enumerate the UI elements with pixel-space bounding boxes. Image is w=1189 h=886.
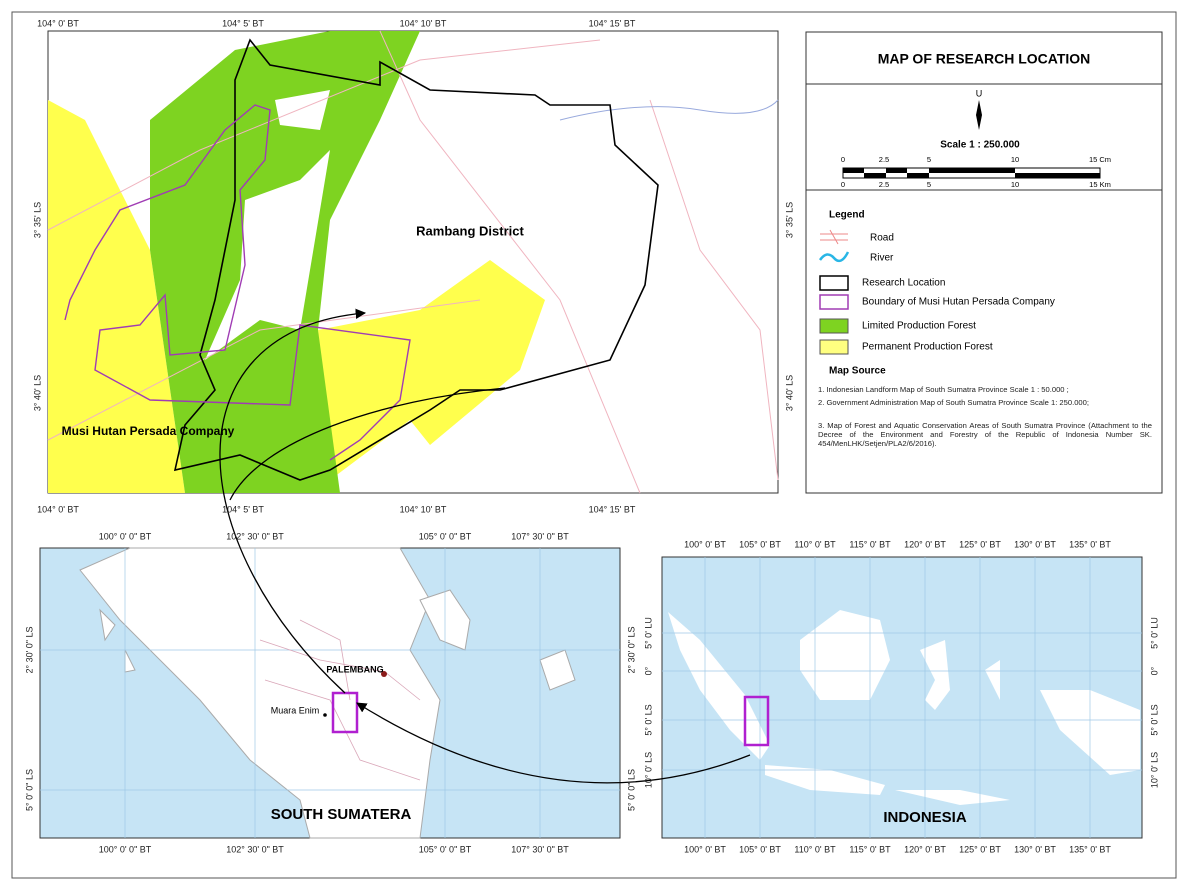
sheet-border xyxy=(11,11,1177,879)
scale-cm-label: 0 xyxy=(841,155,845,164)
source-item: 1. Indonesian Landform Map of South Suma… xyxy=(818,385,1069,394)
inset-title: SOUTH SUMATERA xyxy=(271,806,412,823)
x-tick-label: 125° 0' BT xyxy=(959,844,1001,854)
x-tick-label: 102° 30' 0" BT xyxy=(226,531,284,541)
y-tick-label: 0° xyxy=(643,666,653,675)
source-heading: Map Source xyxy=(829,366,886,377)
x-tick-label: 102° 30' 0" BT xyxy=(226,844,284,854)
x-tick-label: 105° 0' BT xyxy=(739,539,781,549)
scale-cm-label: 15 Cm xyxy=(1089,155,1111,164)
legend-item: Boundary of Musi Hutan Persada Company xyxy=(862,297,1055,308)
x-tick-label: 135° 0' BT xyxy=(1069,844,1111,854)
x-tick-label: 105° 0' 0" BT xyxy=(419,844,472,854)
y-tick-label: 3° 35' LS xyxy=(784,202,794,238)
x-tick-label: 130° 0' BT xyxy=(1014,844,1056,854)
legend-title: MAP OF RESEARCH LOCATION xyxy=(878,51,1091,67)
legend-item: Road xyxy=(870,233,894,244)
x-tick-label: 104° 0' BT xyxy=(37,18,79,28)
x-tick-label: 115° 0' BT xyxy=(849,844,891,854)
y-tick-label: 5° 0' LU xyxy=(1149,617,1159,649)
legend-item: Research Location xyxy=(862,278,945,289)
y-tick-label: 5° 0' LS xyxy=(1149,704,1159,735)
x-tick-label: 100° 0' 0" BT xyxy=(99,531,152,541)
x-tick-label: 104° 5' BT xyxy=(222,504,264,514)
y-tick-label: 3° 40' LS xyxy=(784,375,794,411)
legend-swatches xyxy=(818,229,850,355)
x-tick-label: 107° 30' 0" BT xyxy=(511,531,569,541)
x-tick-label: 104° 0' BT xyxy=(37,504,79,514)
x-tick-label: 110° 0' BT xyxy=(794,844,836,854)
y-tick-label: 3° 40' LS xyxy=(32,375,42,411)
place-label: Musi Hutan Persada Company xyxy=(62,424,235,438)
y-tick-label: 5° 0' 0" LS xyxy=(626,769,636,811)
source-item: 2. Government Administration Map of Sout… xyxy=(818,398,1089,407)
legend-item: Limited Production Forest xyxy=(862,321,976,332)
scale-km-label: 5 xyxy=(927,180,931,189)
y-tick-label: 2° 30' 0" LS xyxy=(626,626,636,673)
x-tick-label: 120° 0' BT xyxy=(904,844,946,854)
legend-panel: MAP OF RESEARCH LOCATION U Scale 1 : 250… xyxy=(805,31,1163,494)
scale-km-label: 0 xyxy=(841,180,845,189)
y-tick-label: 5° 0' LS xyxy=(643,704,653,735)
scale-km-label: 15 Km xyxy=(1089,180,1111,189)
x-tick-label: 105° 0' BT xyxy=(739,844,781,854)
x-tick-label: 104° 10' BT xyxy=(400,18,447,28)
x-tick-label: 105° 0' 0" BT xyxy=(419,531,472,541)
x-tick-label: 130° 0' BT xyxy=(1014,539,1056,549)
scale-label: Scale 1 : 250.000 xyxy=(940,140,1020,151)
x-tick-label: 100° 0' BT xyxy=(684,844,726,854)
indonesia-map: INDONESIA xyxy=(661,556,1143,839)
y-tick-label: 3° 35' LS xyxy=(32,202,42,238)
y-tick-label: 2° 30' 0" LS xyxy=(24,626,34,673)
scale-cm-label: 2.5 xyxy=(879,155,889,164)
city-label: PALEMBANG xyxy=(326,664,383,674)
city-label: Muara Enim xyxy=(271,705,320,715)
connector-arrows xyxy=(219,308,751,784)
scale-km-label: 2.5 xyxy=(879,180,889,189)
y-tick-label: 5° 0' LU xyxy=(643,617,653,649)
y-tick-label: 5° 0' 0" LS xyxy=(24,769,34,811)
x-tick-label: 107° 30' 0" BT xyxy=(511,844,569,854)
scale-cm-label: 10 xyxy=(1011,155,1019,164)
x-tick-label: 115° 0' BT xyxy=(849,539,891,549)
x-tick-label: 135° 0' BT xyxy=(1069,539,1111,549)
x-tick-label: 110° 0' BT xyxy=(794,539,836,549)
x-tick-label: 104° 15' BT xyxy=(589,504,636,514)
scale-km-label: 10 xyxy=(1011,180,1019,189)
x-tick-label: 120° 0' BT xyxy=(904,539,946,549)
x-tick-label: 125° 0' BT xyxy=(959,539,1001,549)
south-sumatera-map: PALEMBANG Muara Enim SOUTH SUMATERA xyxy=(39,547,621,839)
x-tick-label: 104° 5' BT xyxy=(222,18,264,28)
main-map: Rambang District Musi Hutan Persada Comp… xyxy=(47,30,779,494)
y-tick-label: 10° 0' LS xyxy=(1149,752,1159,788)
inset-title: INDONESIA xyxy=(883,809,967,826)
legend-item: River xyxy=(870,253,894,264)
place-label: Rambang District xyxy=(416,223,524,238)
x-tick-label: 104° 15' BT xyxy=(589,18,636,28)
north-label: U xyxy=(976,88,983,98)
x-tick-label: 104° 10' BT xyxy=(400,504,447,514)
source-item: 3. Map of Forest and Aquatic Conservatio… xyxy=(818,421,1152,448)
x-tick-label: 100° 0' BT xyxy=(684,539,726,549)
y-tick-label: 10° 0' LS xyxy=(643,752,653,788)
x-tick-label: 100° 0' 0" BT xyxy=(99,844,152,854)
y-tick-label: 0° xyxy=(1149,666,1159,675)
scale-cm-label: 5 xyxy=(927,155,931,164)
legend-heading: Legend xyxy=(829,210,865,221)
legend-item: Permanent Production Forest xyxy=(862,342,993,353)
